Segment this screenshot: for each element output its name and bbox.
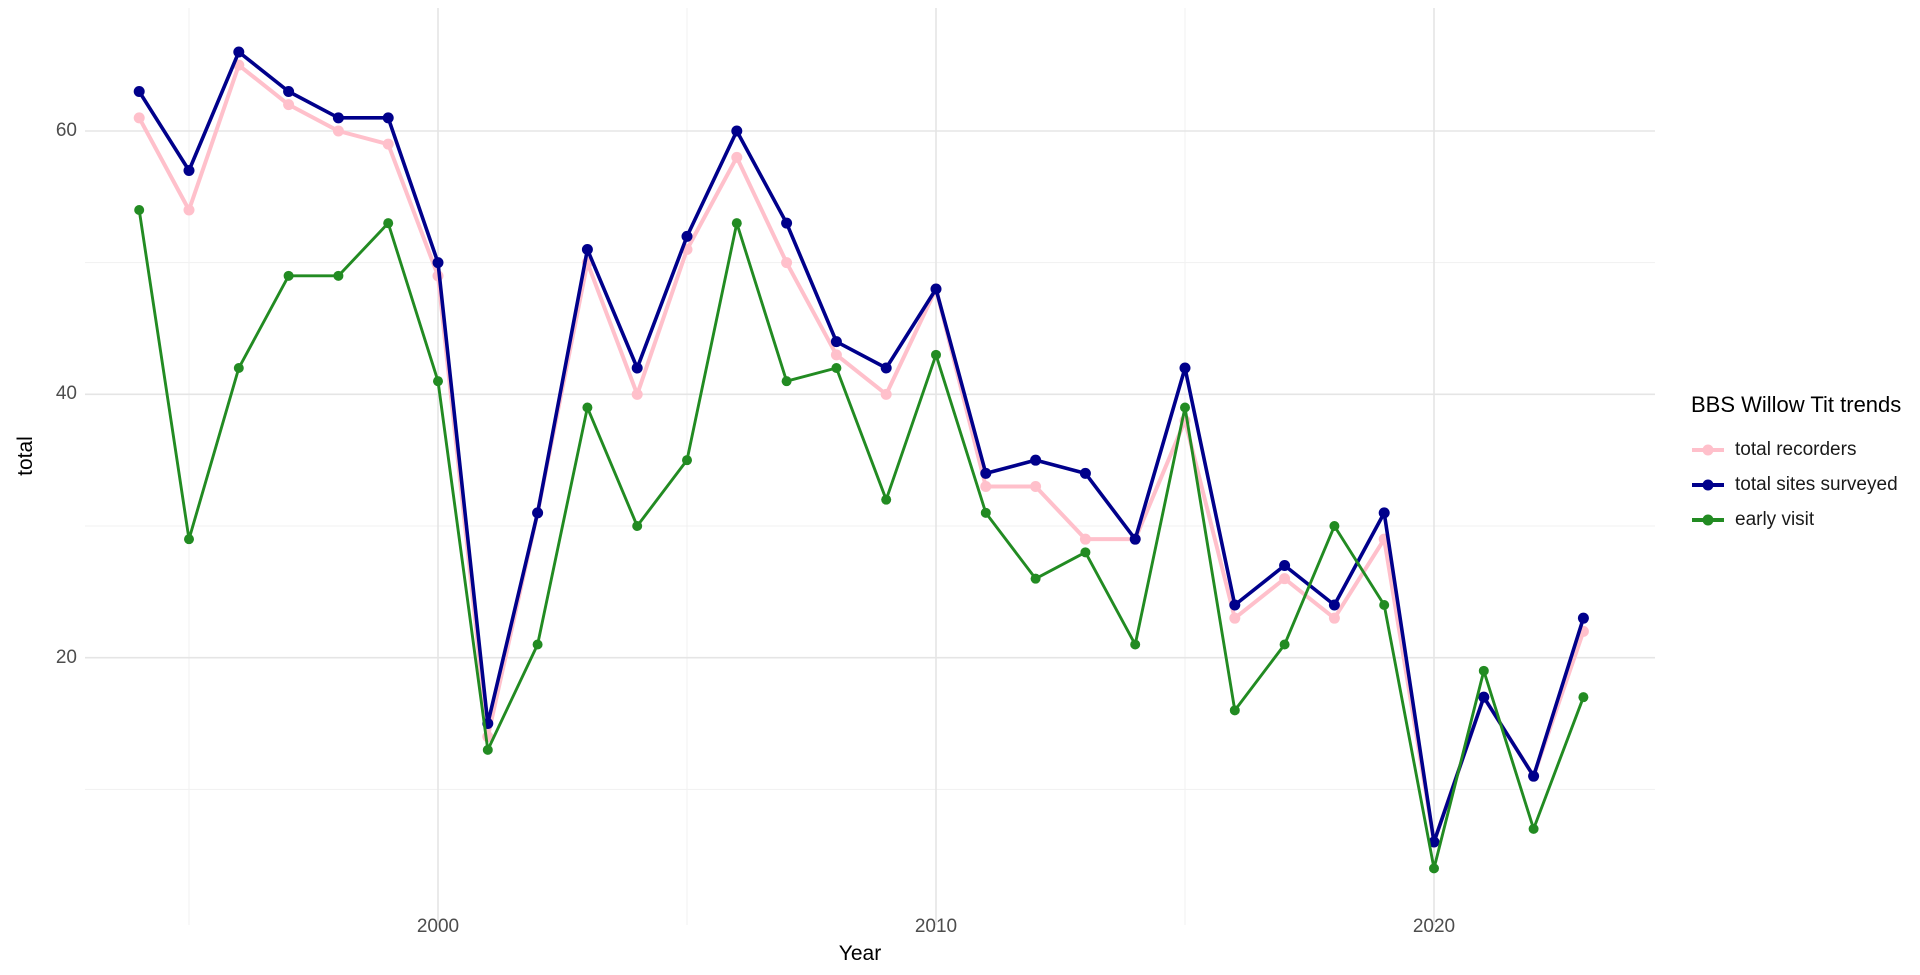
data-point-total-sites-surveyed bbox=[781, 217, 793, 229]
data-point-total-sites-surveyed bbox=[1229, 599, 1241, 611]
data-point-total-sites-surveyed bbox=[1179, 362, 1191, 374]
data-point-total-sites-surveyed bbox=[830, 336, 842, 348]
legend-item-total-sites-surveyed: total sites surveyed bbox=[1691, 473, 1911, 497]
data-point-early-visit bbox=[134, 205, 145, 216]
data-point-total-sites-surveyed bbox=[432, 257, 444, 269]
data-point-early-visit bbox=[1229, 705, 1240, 716]
data-point-total-sites-surveyed bbox=[233, 46, 245, 58]
data-point-total-sites-surveyed bbox=[1129, 533, 1141, 545]
data-point-total-sites-surveyed bbox=[1030, 454, 1042, 466]
data-point-total-sites-surveyed bbox=[1577, 612, 1589, 624]
legend-key-line-icon bbox=[1692, 479, 1724, 491]
data-point-early-visit bbox=[184, 534, 194, 545]
data-point-early-visit bbox=[482, 744, 493, 755]
data-point-early-visit bbox=[1379, 600, 1390, 611]
legend-key-line-icon bbox=[1692, 444, 1724, 456]
data-point-total-recorders bbox=[880, 388, 892, 400]
data-point-total-sites-surveyed bbox=[1528, 770, 1540, 782]
legend-item-total-recorders: total recorders bbox=[1691, 438, 1911, 462]
data-point-total-recorders bbox=[1079, 533, 1091, 545]
data-point-total-recorders bbox=[781, 257, 793, 269]
data-point-early-visit bbox=[1329, 521, 1340, 532]
legend-title: BBS Willow Tit trends bbox=[1691, 392, 1902, 417]
y-tick-label: 40 bbox=[55, 383, 77, 405]
legend-item-label: early visit bbox=[1735, 509, 1815, 530]
legend-item-early-visit: early visit bbox=[1691, 508, 1911, 532]
data-point-total-sites-surveyed bbox=[1378, 507, 1390, 519]
data-point-early-visit bbox=[283, 270, 294, 281]
data-point-total-sites-surveyed bbox=[980, 467, 992, 479]
series-line-total-recorders bbox=[137, 63, 1586, 845]
data-point-early-visit bbox=[1279, 639, 1290, 650]
data-point-early-visit bbox=[931, 349, 941, 360]
data-point-total-sites-surveyed bbox=[332, 112, 344, 124]
legend-item-label: total sites surveyed bbox=[1735, 474, 1898, 495]
data-point-early-visit bbox=[881, 494, 892, 505]
data-point-early-visit bbox=[233, 363, 244, 374]
data-point-total-recorders bbox=[283, 99, 295, 111]
data-point-early-visit bbox=[532, 639, 543, 650]
data-point-total-recorders bbox=[1229, 612, 1241, 624]
y-tick-label: 60 bbox=[55, 120, 77, 141]
data-point-total-recorders bbox=[382, 138, 394, 150]
data-point-total-sites-surveyed bbox=[631, 362, 643, 374]
data-point-total-recorders bbox=[1030, 481, 1042, 493]
data-point-total-sites-surveyed bbox=[283, 85, 295, 97]
series-line-total-sites-surveyed bbox=[137, 50, 1586, 844]
data-point-early-visit bbox=[383, 218, 394, 229]
data-point-early-visit bbox=[1578, 692, 1589, 703]
x-tick-label: 2020 bbox=[1412, 916, 1456, 937]
data-point-total-recorders bbox=[731, 151, 743, 163]
data-point-total-recorders bbox=[830, 349, 842, 361]
data-point-early-visit bbox=[333, 270, 344, 281]
data-point-early-visit bbox=[980, 507, 991, 518]
data-point-total-sites-surveyed bbox=[731, 125, 743, 137]
data-point-total-sites-surveyed bbox=[183, 165, 195, 177]
data-point-early-visit bbox=[632, 521, 643, 532]
data-point-total-recorders bbox=[183, 204, 195, 216]
data-point-total-sites-surveyed bbox=[382, 112, 394, 124]
data-point-early-visit bbox=[1478, 665, 1489, 676]
data-point-total-sites-surveyed bbox=[581, 244, 593, 256]
data-point-total-sites-surveyed bbox=[1328, 599, 1340, 611]
data-point-total-recorders bbox=[1279, 573, 1291, 585]
legend-key-line-icon bbox=[1692, 514, 1724, 526]
series-line-early-visit bbox=[137, 209, 1585, 870]
data-point-total-recorders bbox=[631, 388, 643, 400]
x-axis-title: Year bbox=[838, 942, 882, 965]
data-point-total-sites-surveyed bbox=[1478, 691, 1490, 703]
data-point-total-recorders bbox=[133, 112, 145, 124]
data-point-early-visit bbox=[1528, 823, 1539, 834]
data-point-early-visit bbox=[433, 376, 443, 387]
legend: BBS Willow Tit trends total recorders to… bbox=[1691, 392, 1911, 543]
data-point-total-sites-surveyed bbox=[1279, 560, 1291, 572]
data-point-total-sites-surveyed bbox=[133, 85, 145, 97]
data-point-early-visit bbox=[781, 376, 792, 387]
data-point-total-sites-surveyed bbox=[1428, 836, 1440, 848]
x-tick-label: 2000 bbox=[416, 916, 460, 937]
data-point-total-sites-surveyed bbox=[681, 230, 693, 242]
data-point-early-visit bbox=[1130, 639, 1141, 650]
data-point-early-visit bbox=[682, 455, 692, 466]
data-point-total-recorders bbox=[1328, 612, 1340, 624]
y-tick-label: 20 bbox=[55, 646, 77, 668]
y-axis-title: total bbox=[14, 436, 37, 476]
data-point-early-visit bbox=[831, 363, 842, 374]
data-point-early-visit bbox=[582, 402, 593, 413]
data-point-early-visit bbox=[1180, 402, 1190, 413]
data-point-early-visit bbox=[1080, 547, 1091, 558]
data-point-total-sites-surveyed bbox=[930, 283, 942, 295]
data-point-total-recorders bbox=[332, 125, 344, 137]
data-point-early-visit bbox=[1030, 573, 1041, 584]
x-tick-label: 2010 bbox=[914, 916, 958, 937]
data-point-early-visit bbox=[731, 218, 742, 229]
legend-item-label: total recorders bbox=[1735, 439, 1857, 460]
data-point-total-sites-surveyed bbox=[532, 507, 544, 519]
data-point-total-sites-surveyed bbox=[1079, 467, 1091, 479]
data-point-early-visit bbox=[1429, 863, 1439, 874]
data-point-total-recorders bbox=[980, 481, 992, 493]
data-point-total-sites-surveyed bbox=[880, 362, 892, 374]
